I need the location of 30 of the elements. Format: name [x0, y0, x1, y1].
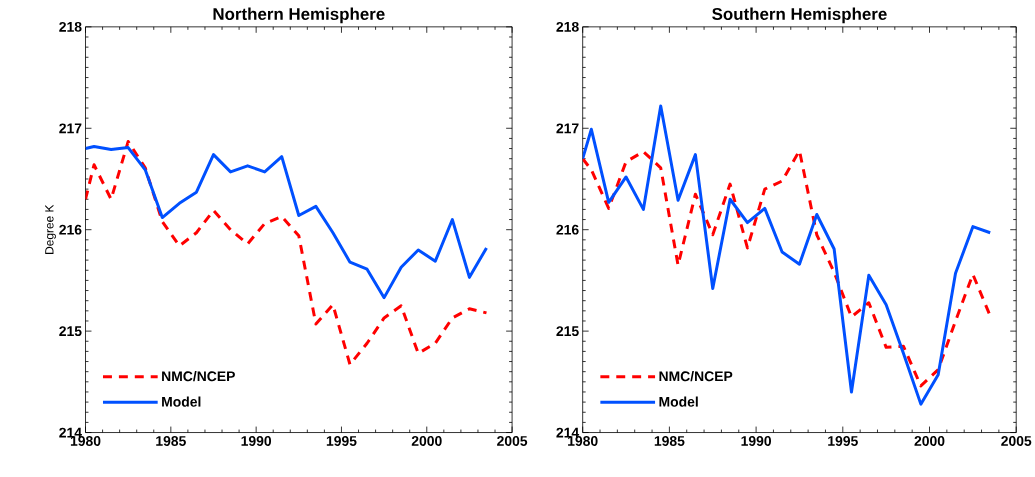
x-tick-label: 2005: [497, 435, 528, 446]
y-tick-label: 216: [59, 224, 82, 235]
x-tick-label: 1995: [326, 435, 357, 446]
legend-label: Model: [162, 396, 201, 407]
y-tick-label: 216: [556, 224, 579, 235]
legend-label: NMC/NCEP: [659, 370, 733, 382]
x-tick-label: 2000: [914, 435, 945, 446]
chart-title: Northern Hemisphere: [213, 7, 385, 24]
x-tick-label: 1985: [156, 435, 186, 446]
y-tick-label: 217: [556, 123, 579, 133]
x-tick-label: 1990: [241, 435, 272, 446]
x-tick-label: 1980: [568, 435, 598, 446]
chart-title: Southern Hemisphere: [712, 7, 887, 24]
x-tick-label: 1995: [828, 435, 858, 446]
y-tick-label: 218: [59, 21, 82, 32]
x-tick-label: 1990: [741, 435, 772, 446]
line-series: [85, 144, 488, 299]
x-tick-label: 1985: [654, 435, 685, 446]
line-series: [85, 139, 488, 366]
legend-label: NMC/NCEP: [162, 370, 235, 382]
line-series: [582, 104, 992, 406]
y-tick-label: 215: [556, 326, 579, 336]
y-tick-label: 215: [59, 326, 82, 336]
y-tick-label: 217: [59, 123, 82, 133]
legend-label: Model: [659, 396, 698, 407]
y-tick-label: 214: [556, 427, 580, 438]
y-tick-label: 218: [556, 21, 579, 32]
y-axis-title: Degree K: [45, 204, 56, 254]
x-tick-label: 2005: [1001, 435, 1032, 446]
x-tick-label: 2000: [411, 435, 442, 446]
